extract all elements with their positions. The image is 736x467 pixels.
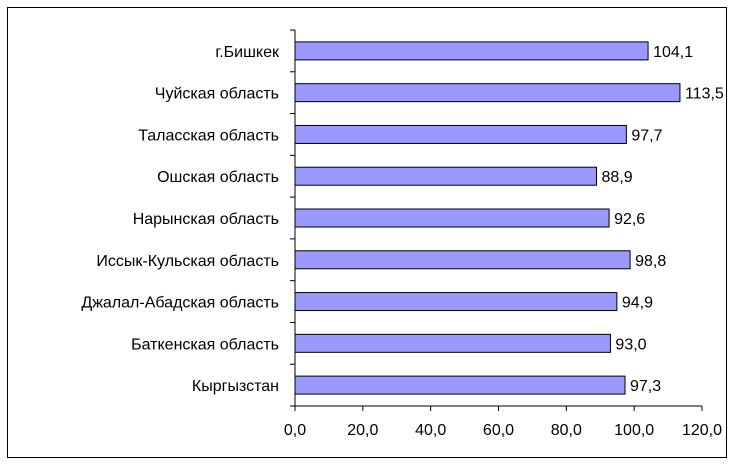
category-label: Джалал-Абадская область <box>81 295 279 312</box>
x-tick-label: 0,0 <box>284 422 306 439</box>
data-label: 97,7 <box>631 127 662 144</box>
bar <box>294 166 598 186</box>
data-label: 104,1 <box>653 44 693 61</box>
data-label: 92,6 <box>614 211 645 228</box>
category-label: Чуйская область <box>155 86 279 103</box>
x-tick-label: 100,0 <box>614 422 654 439</box>
category-label: Ошская область <box>157 169 279 186</box>
x-tick-label: 60,0 <box>483 422 514 439</box>
category-labels: г.Бишкек Чуйская область Таласская область… <box>81 44 280 395</box>
bar <box>294 375 626 395</box>
bar <box>294 333 611 353</box>
data-label: 98,8 <box>635 253 666 270</box>
category-label: г.Бишкек <box>215 44 280 61</box>
category-label: Нарынская область <box>133 211 279 228</box>
data-label: 88,9 <box>602 169 633 186</box>
bar <box>294 83 681 103</box>
category-label: Иссык-Кульская область <box>96 253 279 270</box>
bar <box>294 250 631 270</box>
data-label: 97,3 <box>630 378 661 395</box>
data-label: 94,9 <box>622 295 653 312</box>
x-tick-label: 80,0 <box>551 422 582 439</box>
axes: 0,0 20,0 40,0 60,0 80,0 100,0 120,0 <box>284 29 722 439</box>
category-label: Таласская область <box>138 127 279 144</box>
data-label: 93,0 <box>615 336 646 353</box>
category-label: Баткенская область <box>131 336 279 353</box>
x-tick-label: 20,0 <box>347 422 378 439</box>
bar-chart: г.Бишкек Чуйская область Таласская область… <box>81 29 724 439</box>
bar <box>294 292 618 312</box>
bar <box>294 124 627 144</box>
category-label: Кыргызстан <box>192 378 279 395</box>
bar <box>294 41 649 61</box>
bar <box>294 208 610 228</box>
x-tick-label: 40,0 <box>415 422 446 439</box>
data-label: 113,5 <box>685 86 724 103</box>
value-labels: 104,1 113,5 97,7 88,9 92,6 98,8 94,9 93,0 97,3 <box>602 44 724 395</box>
chart-area: г.Бишкек Чуйская область Таласская область… <box>7 7 727 458</box>
x-tick-label: 120,0 <box>682 422 722 439</box>
